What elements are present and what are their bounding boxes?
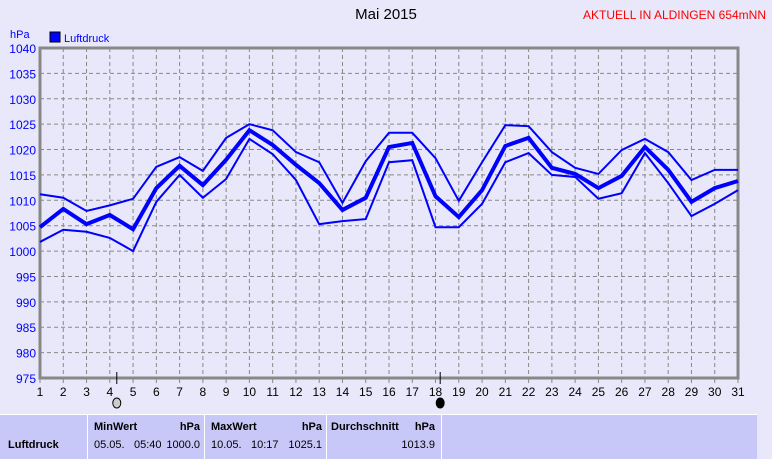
avg-unit: hPa	[414, 421, 435, 433]
min-time: 05:40	[134, 439, 162, 451]
min-unit: hPa	[179, 421, 200, 433]
series-line-max	[39, 123, 738, 213]
x-tick-label: 19	[452, 385, 466, 399]
x-tick-label: 14	[336, 385, 350, 399]
x-tick-label: 26	[615, 385, 629, 399]
x-tick-label: 21	[499, 385, 513, 399]
y-tick-label: 985	[16, 321, 36, 335]
min-header: MinWert	[94, 421, 138, 433]
avg-header: Durchschnitt	[331, 421, 399, 433]
min-date: 05.05.	[94, 439, 125, 451]
x-tick-label: 16	[382, 385, 396, 399]
x-tick-label: 29	[685, 385, 699, 399]
x-tick-label: 3	[83, 385, 90, 399]
x-tick-label: 15	[359, 385, 373, 399]
x-tick-label: 22	[522, 385, 536, 399]
x-tick-label: 24	[568, 385, 582, 399]
y-tick-label: 1025	[9, 118, 36, 132]
x-tick-label: 10	[243, 385, 257, 399]
new-moon-icon	[435, 397, 445, 409]
y-tick-label: 995	[16, 270, 36, 284]
max-date: 10.05.	[211, 439, 242, 451]
max-time: 10:17	[251, 439, 279, 451]
max-value: 1025.1	[288, 439, 322, 451]
x-tick-label: 20	[475, 385, 489, 399]
avg-value: 1013.9	[401, 439, 435, 451]
y-tick-label: 1035	[9, 67, 36, 81]
max-unit: hPa	[301, 421, 322, 433]
x-tick-label: 30	[708, 385, 722, 399]
x-tick-label: 4	[106, 385, 113, 399]
y-tick-label: 1015	[9, 169, 36, 183]
x-tick-label: 31	[731, 385, 745, 399]
x-tick-label: 8	[200, 385, 207, 399]
x-tick-label: 18	[429, 385, 443, 399]
y-tick-label: 980	[16, 347, 36, 361]
x-tick-label: 1	[37, 385, 44, 399]
stats-table: Luftdruck MinWert hPa 05.05. 05:40 1000.…	[0, 414, 757, 459]
row-label: Luftdruck	[8, 439, 59, 451]
x-tick-label: 23	[545, 385, 559, 399]
series-line-min	[39, 137, 739, 253]
x-tick-label: 17	[406, 385, 420, 399]
legend-swatch	[49, 31, 61, 43]
min-value: 1000.0	[166, 439, 200, 451]
station-label: AKTUELL IN ALDINGEN 654mNN	[583, 8, 766, 22]
legend-label: Luftdruck	[64, 33, 110, 45]
x-tick-label: 5	[130, 385, 137, 399]
y-tick-label: 1000	[9, 245, 36, 259]
x-tick-label: 27	[638, 385, 652, 399]
y-tick-label: 1020	[9, 144, 36, 158]
x-tick-label: 11	[266, 385, 279, 399]
y-tick-label: 990	[16, 296, 36, 310]
x-tick-label: 6	[153, 385, 160, 399]
x-tick-label: 12	[289, 385, 303, 399]
x-tick-label: 25	[592, 385, 606, 399]
y-tick-label: 1030	[9, 93, 36, 107]
y-tick-label: 1005	[9, 220, 36, 234]
x-tick-label: 9	[223, 385, 230, 399]
y-tick-label: 1040	[9, 42, 36, 56]
x-tick-label: 28	[662, 385, 676, 399]
chart-title: Mai 2015	[355, 6, 417, 23]
pressure-chart: hPa Luftdruck 97598098599099510001005101…	[9, 29, 745, 409]
series-line-avg	[38, 127, 739, 233]
x-tick-label: 7	[176, 385, 183, 399]
full-moon-icon	[112, 397, 122, 409]
max-header: MaxWert	[211, 421, 257, 433]
y-axis-unit: hPa	[10, 29, 30, 41]
y-tick-label: 1010	[9, 194, 36, 208]
x-tick-label: 2	[60, 385, 67, 399]
x-tick-label: 13	[313, 385, 327, 399]
y-tick-label: 975	[16, 372, 36, 386]
